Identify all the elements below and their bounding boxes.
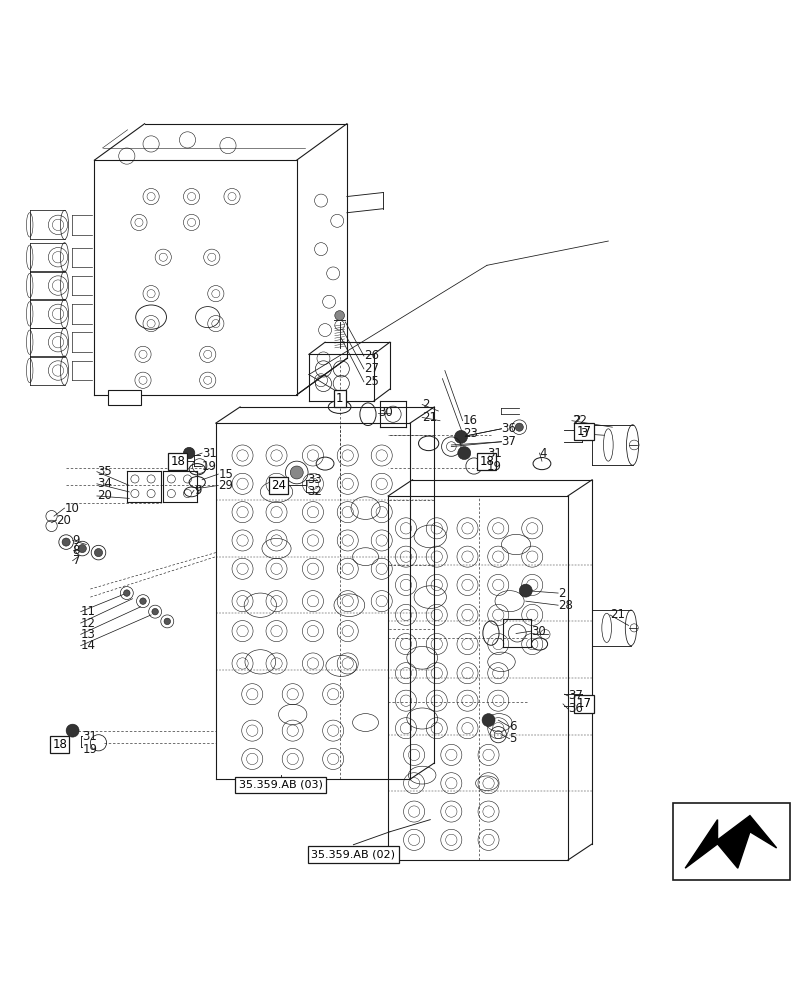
Text: 11: 11	[80, 605, 96, 618]
Circle shape	[78, 545, 86, 553]
Circle shape	[139, 598, 146, 604]
Text: 28: 28	[557, 599, 573, 612]
Text: 2: 2	[572, 414, 580, 427]
Text: 35.359.AB (02): 35.359.AB (02)	[311, 849, 395, 859]
Text: 8: 8	[72, 544, 79, 557]
Text: 13: 13	[80, 628, 96, 641]
Text: 35: 35	[97, 465, 111, 478]
Text: 33: 33	[307, 473, 322, 486]
Bar	[672, 803, 789, 880]
Text: 31: 31	[82, 730, 97, 743]
Text: 18: 18	[478, 455, 494, 468]
Text: 26: 26	[363, 349, 379, 362]
Text: 30: 30	[530, 625, 546, 638]
Text: 32: 32	[307, 485, 322, 498]
Circle shape	[62, 538, 70, 546]
Text: 2: 2	[557, 587, 565, 600]
Circle shape	[482, 714, 495, 727]
Circle shape	[152, 608, 158, 615]
Text: 4: 4	[539, 447, 547, 460]
Text: 29: 29	[218, 479, 233, 492]
Circle shape	[334, 311, 344, 320]
Text: 34: 34	[97, 477, 112, 490]
Text: 30: 30	[378, 406, 393, 419]
Text: 9: 9	[194, 484, 201, 497]
Circle shape	[515, 423, 523, 431]
Text: 3: 3	[579, 427, 586, 440]
Circle shape	[183, 447, 195, 459]
Bar	[108, 390, 140, 405]
Text: 19: 19	[82, 743, 97, 756]
Circle shape	[290, 466, 303, 479]
Polygon shape	[684, 816, 775, 868]
Text: 2: 2	[422, 398, 429, 411]
Text: 20: 20	[56, 514, 71, 527]
Text: 6: 6	[509, 720, 517, 733]
Text: 35.359.AB (03): 35.359.AB (03)	[238, 780, 322, 790]
Text: 22: 22	[571, 414, 586, 427]
Text: 14: 14	[80, 639, 96, 652]
Text: 25: 25	[363, 375, 378, 388]
Circle shape	[123, 590, 130, 596]
Text: 19: 19	[487, 460, 501, 473]
Text: 27: 27	[363, 362, 379, 375]
Text: 36: 36	[567, 702, 582, 715]
Text: 17: 17	[576, 425, 590, 438]
Text: 18: 18	[52, 738, 67, 751]
Text: 31: 31	[202, 447, 217, 460]
Text: 18: 18	[170, 455, 185, 468]
Circle shape	[519, 584, 531, 597]
Text: 15: 15	[218, 468, 233, 481]
Circle shape	[454, 430, 467, 443]
Text: 12: 12	[80, 617, 96, 630]
Circle shape	[164, 618, 170, 625]
Text: 16: 16	[462, 414, 477, 427]
Circle shape	[457, 447, 470, 460]
Text: 21: 21	[609, 608, 624, 621]
Text: 5: 5	[509, 732, 517, 745]
Text: 10: 10	[64, 502, 79, 515]
Text: 21: 21	[422, 411, 436, 424]
Text: 31: 31	[487, 447, 501, 460]
Circle shape	[66, 724, 79, 737]
Text: 7: 7	[72, 554, 80, 567]
Text: 23: 23	[462, 427, 477, 440]
Text: 19: 19	[202, 460, 217, 473]
Text: 1: 1	[336, 392, 343, 405]
Text: 20: 20	[97, 489, 112, 502]
Text: 17: 17	[576, 697, 590, 710]
Text: 24: 24	[270, 479, 285, 492]
Text: 37: 37	[501, 435, 516, 448]
Text: 9: 9	[72, 534, 80, 547]
Circle shape	[94, 549, 102, 557]
Text: 36: 36	[501, 422, 516, 435]
Text: 37: 37	[567, 689, 582, 702]
